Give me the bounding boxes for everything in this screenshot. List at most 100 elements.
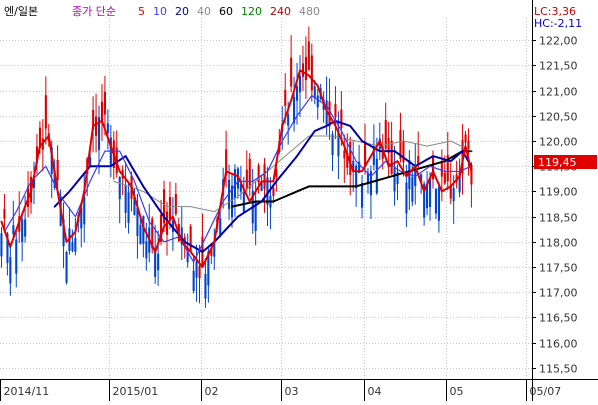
candle-body	[89, 157, 92, 167]
candle-body	[396, 172, 399, 184]
candle-body	[136, 207, 139, 236]
candle-body	[225, 149, 228, 176]
legend-title: 엔/일본	[4, 4, 38, 18]
candle-body	[284, 89, 287, 106]
candle-body	[464, 134, 467, 143]
candle-body	[331, 134, 334, 155]
candle-body	[263, 164, 266, 189]
candle-body	[180, 227, 183, 245]
candle-body	[106, 123, 109, 134]
candle-body	[204, 274, 207, 299]
lc-readout: LC:3,36	[534, 5, 576, 18]
legend-periods: 5 10 20 40 60 120 240 480	[138, 5, 320, 18]
x-tick-label: 05	[450, 385, 464, 398]
y-tick-label: 120,50	[539, 111, 578, 124]
candle-body	[349, 142, 352, 175]
y-tick-label: 120,00	[539, 136, 578, 149]
candle-body	[260, 180, 263, 191]
candle-body	[387, 138, 390, 154]
candle-body	[189, 226, 192, 253]
ma-line-20	[53, 119, 473, 253]
candle-body	[127, 192, 130, 223]
candle-body	[35, 146, 38, 164]
candle-body	[381, 146, 384, 159]
candle-body	[103, 91, 106, 115]
candle-body	[257, 165, 260, 183]
candle-body	[174, 194, 177, 214]
candle-body	[375, 158, 378, 194]
legend-period: 20	[175, 5, 189, 18]
candle-body	[74, 237, 77, 252]
candle-body	[192, 270, 195, 291]
hc-readout: HC:-2,11	[534, 17, 582, 30]
candle-body	[38, 127, 41, 148]
candle-body	[219, 218, 222, 235]
candle-body	[384, 120, 387, 149]
y-tick-label: 118,00	[539, 237, 578, 250]
x-tick-label: 2014/11	[4, 385, 50, 398]
candle-body	[437, 186, 440, 221]
candle-body	[287, 114, 290, 126]
candle-body	[242, 190, 245, 212]
candle-body	[213, 242, 216, 257]
candle-body	[160, 214, 163, 242]
candle-body	[9, 257, 12, 284]
candle-body	[233, 169, 236, 199]
candle-body	[245, 169, 248, 190]
legend-period: 5	[138, 5, 145, 18]
candle-body	[92, 109, 95, 130]
candle-body	[65, 251, 68, 283]
candle-body	[44, 95, 47, 129]
candle-body	[6, 233, 9, 263]
candle-body	[426, 183, 429, 209]
candle-body	[467, 140, 470, 152]
x-tick-label: 02	[205, 385, 219, 398]
candle-body	[411, 177, 414, 202]
candle-body	[355, 165, 358, 189]
candle-body	[458, 171, 461, 193]
candle-body	[420, 174, 423, 183]
candle-body	[210, 247, 213, 256]
candle-body	[15, 239, 18, 274]
candle-body	[71, 241, 74, 251]
candle-body	[352, 160, 355, 172]
candle-body	[358, 161, 361, 173]
last-price-label: 119,45	[538, 156, 577, 169]
candle-body	[364, 142, 367, 166]
candle-body	[145, 241, 148, 259]
legend-period: 60	[219, 5, 233, 18]
moving-averages	[0, 69, 473, 269]
candle-body	[231, 185, 234, 218]
y-tick-label: 117,00	[539, 287, 578, 300]
candle-body	[337, 130, 340, 157]
candle-body	[346, 152, 349, 168]
candle-body	[24, 219, 27, 237]
candle-body	[168, 197, 171, 220]
candle-body	[470, 164, 473, 185]
candle-body	[405, 182, 408, 214]
candle-body	[307, 41, 310, 70]
legend-period: 240	[270, 5, 291, 18]
x-tick-label: 04	[368, 385, 382, 398]
x-tick-label: 2015/01	[113, 385, 159, 398]
candle-body	[290, 57, 293, 87]
candle-body	[429, 178, 432, 207]
candle-body	[402, 140, 405, 163]
candle-body	[154, 249, 157, 277]
candle-body	[390, 140, 393, 175]
candle-body	[0, 233, 3, 257]
candle-body	[80, 207, 83, 229]
candle-body	[228, 179, 231, 210]
candle-body	[83, 196, 86, 225]
legend-period: 120	[241, 5, 262, 18]
candle-body	[434, 188, 437, 214]
candle-body	[361, 182, 364, 208]
last-price-marker	[534, 155, 597, 169]
candle-body	[95, 116, 98, 136]
candle-body	[12, 225, 15, 235]
legend-period: 480	[299, 5, 320, 18]
candle-body	[334, 104, 337, 118]
y-tick-label: 122,00	[539, 35, 578, 48]
